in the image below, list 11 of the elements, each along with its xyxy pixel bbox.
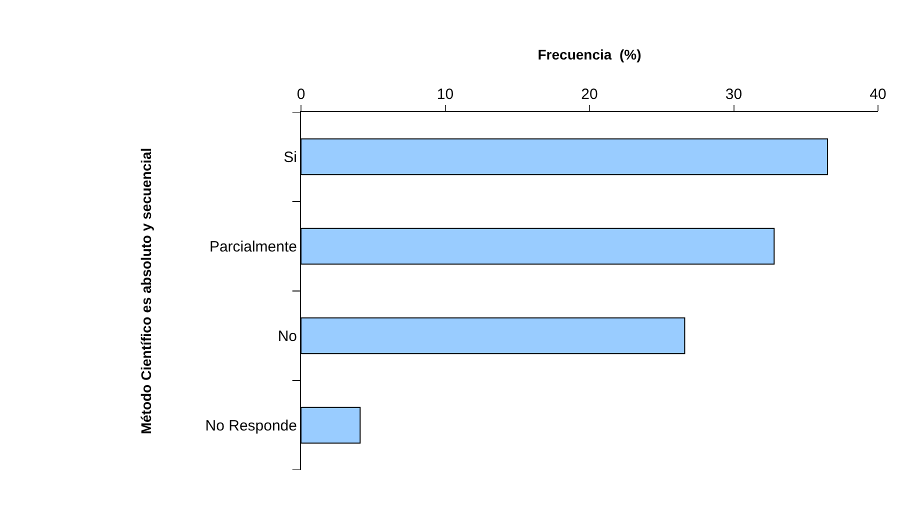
y-tick-label: No [278, 328, 297, 345]
y-tick-label: Si [284, 149, 297, 166]
y-tick-label: Parcialmente [209, 238, 297, 256]
x-axis-title: Frecuencia (%) [538, 46, 642, 63]
y-tick-label: No Responde [205, 418, 297, 434]
x-tick-label: 0 [296, 86, 306, 103]
x-tick-label: 10 [436, 86, 454, 103]
y-axis-title: Método Científico es absoluto y secuencial [138, 148, 154, 434]
x-tick-label: 40 [870, 86, 886, 103]
x-tick-label: 20 [581, 86, 598, 103]
x-tick-label: 30 [725, 86, 742, 103]
